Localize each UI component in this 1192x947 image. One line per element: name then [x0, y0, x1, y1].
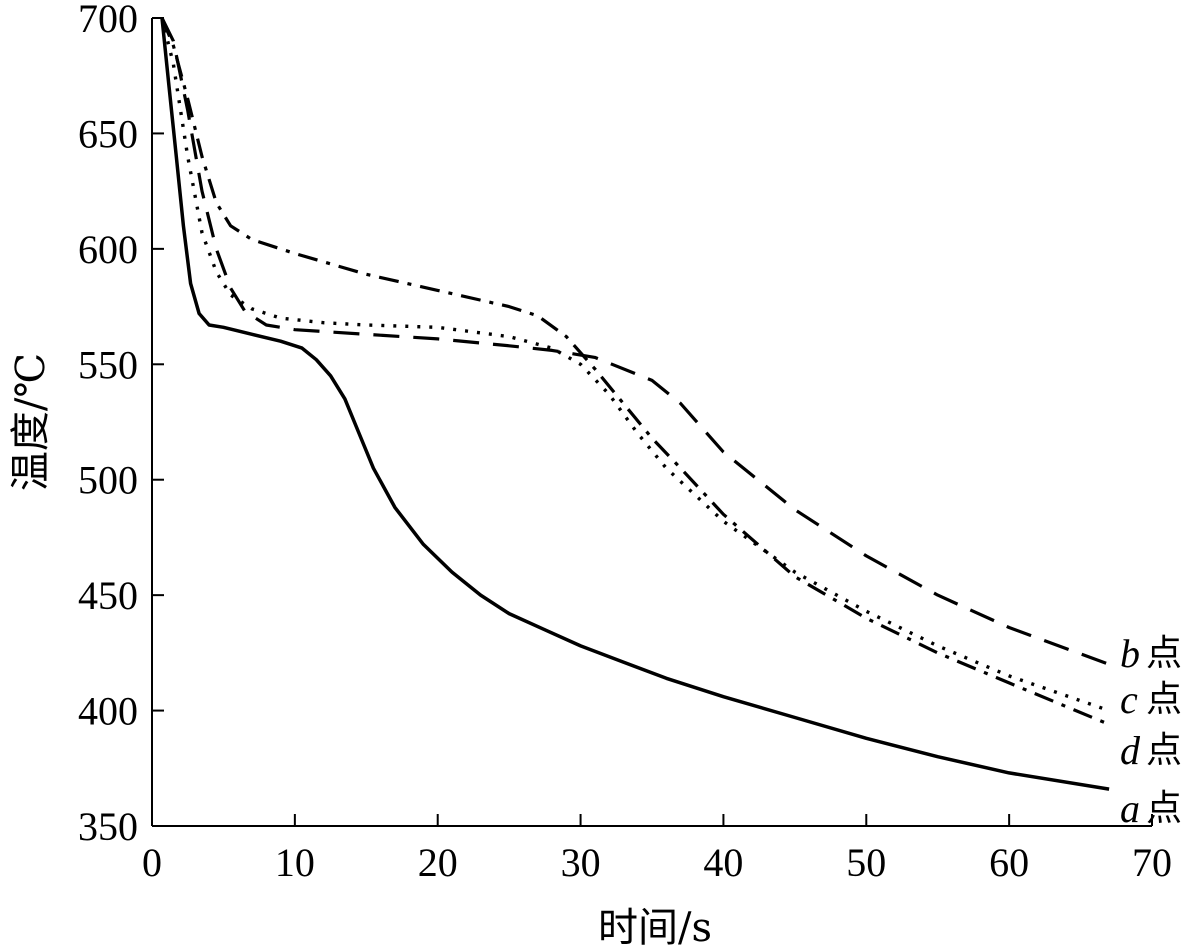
axes: [151, 18, 1152, 827]
series-end-labels: a 点b 点c 点d 点: [1120, 631, 1182, 831]
y-axis-ticks: 350 400 450 500 550 600 650 700: [78, 0, 164, 849]
y-tick-label: 550: [78, 342, 138, 387]
x-tick-label: 0: [142, 840, 162, 885]
series-line-c: [160, 17, 1110, 713]
x-tick-label: 50: [846, 840, 886, 885]
x-axis-ticks: 0 10 20 30 40 50 60 70: [142, 814, 1172, 885]
x-tick-label: 40: [703, 840, 743, 885]
series-line-d: [160, 17, 1110, 726]
y-tick-label: 650: [78, 111, 138, 156]
series-label-a-letter: a: [1120, 786, 1140, 831]
series-line-a: [160, 17, 1110, 791]
series-lines: [160, 17, 1110, 791]
x-tick-label: 20: [418, 840, 458, 885]
y-tick-label: 350: [78, 804, 138, 849]
y-tick-label: 500: [78, 458, 138, 503]
series-label-c-suffix: 点: [1146, 679, 1182, 720]
x-tick-label: 30: [561, 840, 601, 885]
y-tick-label: 400: [78, 689, 138, 734]
x-tick-label: 60: [989, 840, 1029, 885]
x-tick-label: 70: [1132, 840, 1172, 885]
x-tick-label: 10: [275, 840, 315, 885]
series-line-b: [160, 17, 1110, 666]
y-tick-label: 700: [78, 0, 138, 41]
series-label-b-letter: b: [1120, 631, 1140, 676]
y-axis-label: 温度/℃: [8, 353, 54, 491]
x-axis-label: 时间/s: [598, 905, 712, 947]
series-label-a-suffix: 点: [1146, 788, 1182, 829]
y-tick-label: 450: [78, 573, 138, 618]
y-tick-label: 600: [78, 227, 138, 272]
series-label-b-suffix: 点: [1146, 633, 1182, 674]
series-label-c-letter: c: [1120, 677, 1138, 722]
series-label-d-letter: d: [1120, 728, 1141, 773]
series-label-d-suffix: 点: [1146, 730, 1182, 771]
